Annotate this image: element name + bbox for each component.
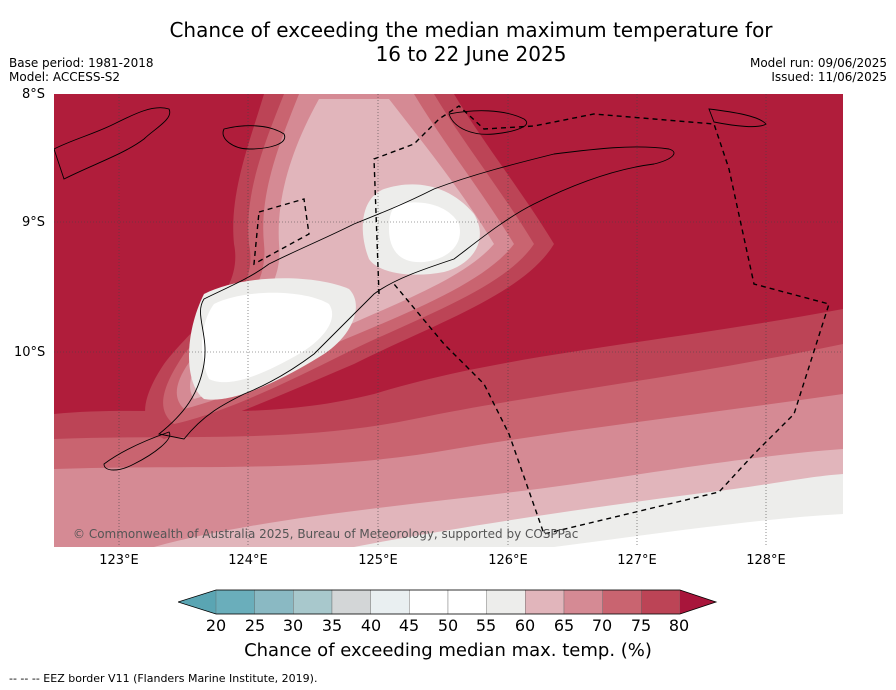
lon-label-126e: 126°E	[488, 553, 528, 568]
colorbar-tick-60: 60	[514, 616, 536, 635]
contour-band-50	[554, 514, 843, 547]
colorbar-tick-40: 40	[360, 616, 382, 635]
lon-label-127e: 127°E	[617, 553, 657, 568]
lat-label-10s: 10°S	[14, 345, 46, 360]
colorbar-segment	[409, 589, 449, 615]
lat-label-8s: 8°S	[22, 87, 46, 102]
colorbar-tick-50: 50	[437, 616, 459, 635]
lon-label-124e: 124°E	[228, 553, 268, 568]
run-info: Model run: 09/06/2025 Issued: 11/06/2025	[750, 56, 887, 84]
lon-label-125e: 125°E	[358, 553, 398, 568]
probability-map	[54, 94, 843, 547]
issued-text: Issued: 11/06/2025	[771, 70, 887, 84]
alor-island-outline	[222, 125, 286, 150]
title-line-2: 16 to 22 June 2025	[375, 42, 567, 66]
colorbar-extend-high	[680, 590, 716, 614]
eez-footnote: -- -- -- EEZ border V11 (Flanders Marine…	[9, 672, 318, 685]
map-title: Chance of exceeding the median maximum t…	[0, 18, 896, 66]
colorbar-segment	[486, 589, 526, 615]
title-line-1: Chance of exceeding the median maximum t…	[169, 18, 773, 42]
colorbar-tick-35: 35	[321, 616, 343, 635]
eastern-island-outline	[708, 108, 767, 128]
colorbar-tick-65: 65	[553, 616, 575, 635]
model-run-text: Model run: 09/06/2025	[749, 56, 887, 70]
plume-band-50-south	[202, 292, 333, 383]
colorbar-segment	[447, 589, 487, 615]
colorbar-tick-55: 55	[475, 616, 497, 635]
eez-border-line	[253, 105, 830, 535]
colorbar-tick-25: 25	[244, 616, 266, 635]
colorbar	[178, 589, 718, 615]
colorbar-segment	[331, 589, 371, 615]
colorbar-segment	[254, 589, 294, 615]
colorbar-tick-70: 70	[591, 616, 613, 635]
plume-band-50	[389, 202, 460, 263]
colorbar-tick-80: 80	[668, 616, 690, 635]
rote-island-outline	[103, 431, 171, 471]
coastlines	[54, 107, 767, 471]
colorbar-segment	[563, 589, 603, 615]
model-info: Base period: 1981-2018 Model: ACCESS-S2	[9, 56, 154, 84]
colorbar-segment	[641, 589, 681, 615]
colorbar-segment	[525, 589, 565, 615]
model-text: Model: ACCESS-S2	[9, 70, 121, 84]
colorbar-label: Chance of exceeding median max. temp. (%…	[244, 640, 652, 661]
colorbar-extend-low	[178, 590, 216, 614]
base-period-text: Base period: 1981-2018	[9, 56, 154, 70]
lat-label-9s: 9°S	[22, 215, 46, 230]
timor-island-outline	[157, 146, 675, 440]
lon-label-128e: 128°E	[746, 553, 786, 568]
colorbar-segment	[370, 589, 410, 615]
colorbar-tick-45: 45	[398, 616, 420, 635]
colorbar-tick-20: 20	[205, 616, 227, 635]
lon-label-123e: 123°E	[99, 553, 139, 568]
colorbar-tick-30: 30	[282, 616, 304, 635]
colorbar-segment	[293, 589, 333, 615]
copyright-notice: © Commonwealth of Australia 2025, Bureau…	[73, 527, 579, 541]
gridlines	[54, 94, 843, 547]
northern-islands-outline	[54, 107, 171, 180]
colorbar-segment	[602, 589, 642, 615]
colorbar-outline	[178, 589, 718, 615]
colorbar-tick-75: 75	[630, 616, 652, 635]
colorbar-segment	[215, 589, 255, 615]
